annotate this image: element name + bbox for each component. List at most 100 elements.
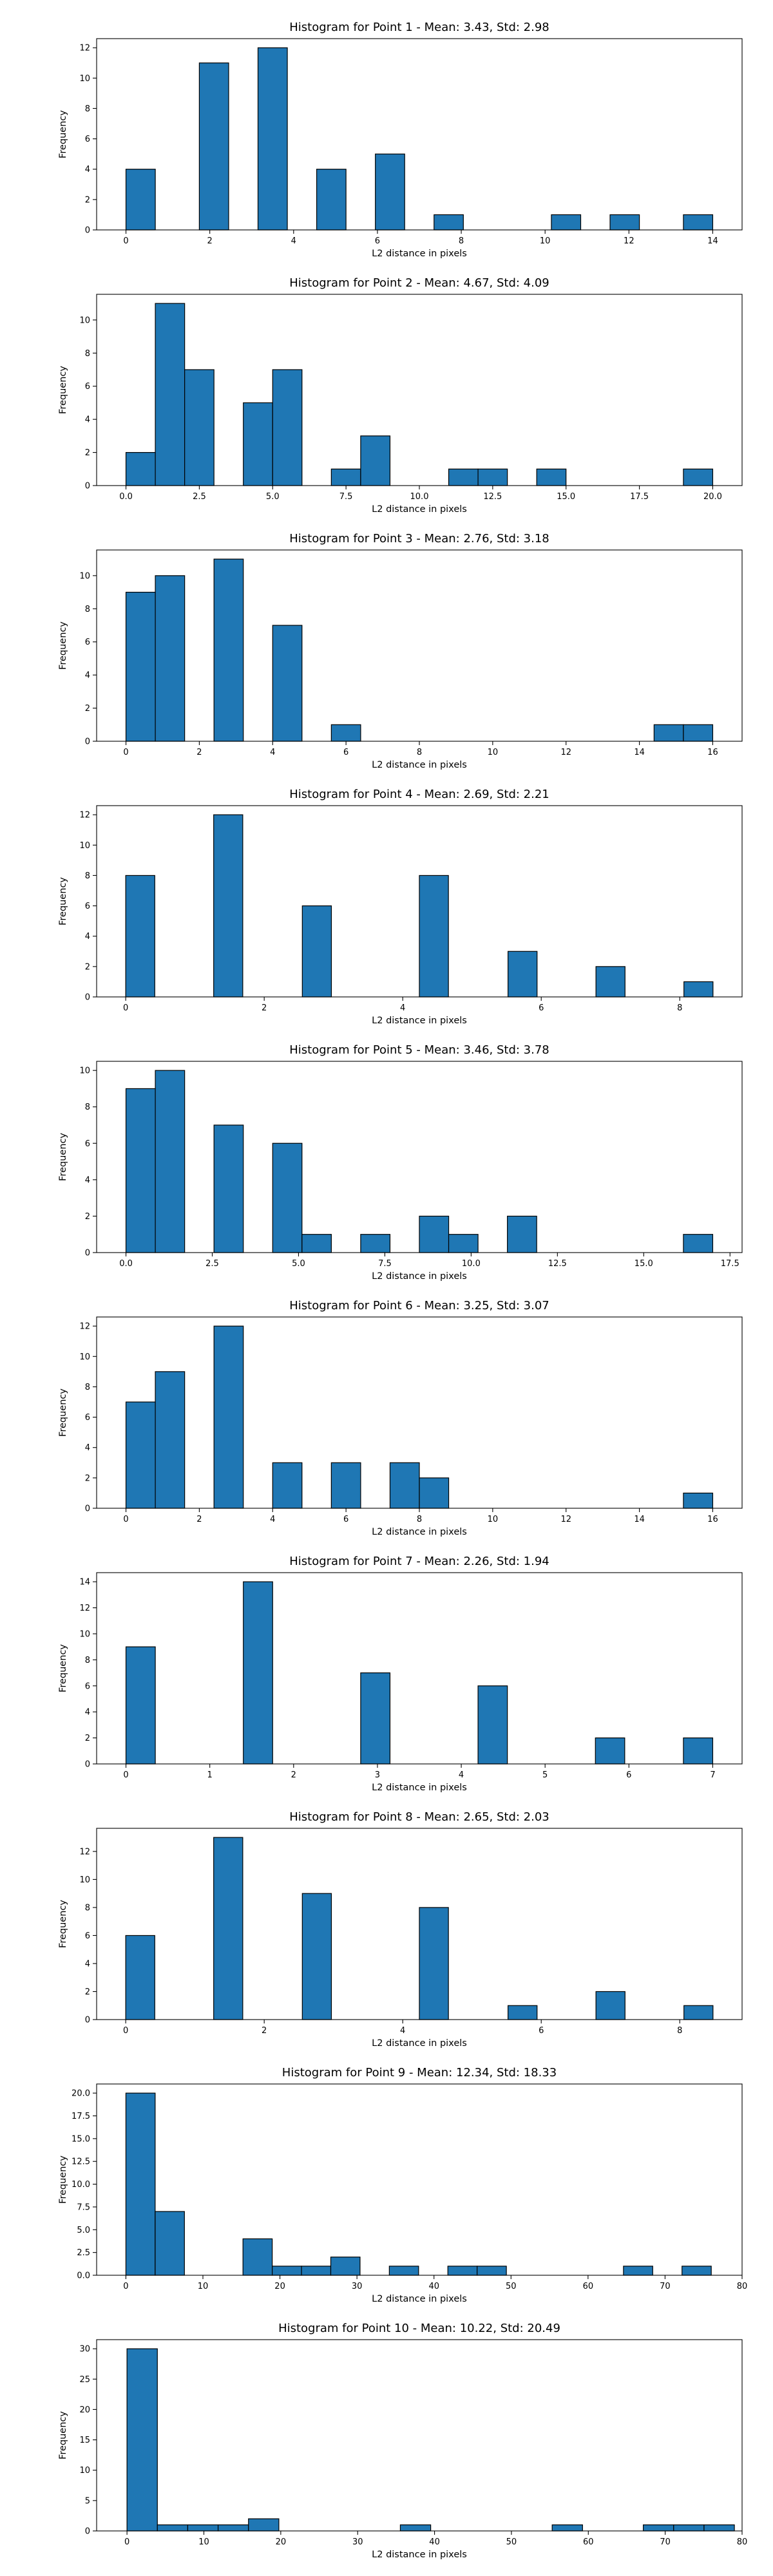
x-tick-label: 2.5 (193, 492, 206, 502)
y-axis-label: Frequency (58, 877, 68, 925)
histogram-bar (213, 814, 243, 998)
histogram-bar (653, 724, 684, 742)
plot-frame (96, 549, 743, 742)
histogram-bar (272, 1462, 303, 1509)
x-tick-label: 15.0 (557, 492, 575, 502)
histogram-bar (155, 575, 186, 742)
histogram-bar (419, 1477, 450, 1509)
x-tick-label: 20.0 (703, 492, 722, 502)
histogram-bar (683, 468, 714, 486)
y-tick-label: 0 (85, 2527, 90, 2537)
chart-title: Histogram for Point 9 - Mean: 12.34, Std… (282, 2066, 557, 2079)
histogram-bar (447, 2266, 478, 2276)
histogram-bar (683, 1737, 714, 1765)
y-tick-label: 4 (85, 932, 90, 942)
histogram-bar (217, 2524, 249, 2532)
histogram-bar (301, 1893, 332, 2020)
y-axis-label: Frequency (58, 1388, 68, 1437)
y-tick-label: 7.5 (77, 2202, 90, 2212)
histogram-bar (388, 2266, 419, 2276)
chart-title: Histogram for Point 4 - Mean: 2.69, Std:… (289, 788, 549, 801)
chart-title: Histogram for Point 3 - Mean: 2.76, Std:… (289, 532, 549, 545)
x-tick-label: 2 (262, 2026, 267, 2036)
x-tick-label: 3 (375, 1770, 380, 1780)
y-tick-label: 14 (79, 1578, 90, 1587)
y-tick-label: 4 (85, 1443, 90, 1453)
x-tick-label: 6 (626, 1770, 631, 1780)
plot-frame (96, 2083, 743, 2276)
x-axis-label: L2 distance in pixels (372, 1016, 467, 1026)
histogram-bar (609, 214, 640, 231)
x-axis-label: L2 distance in pixels (372, 1271, 467, 1282)
x-tick-label: 14 (707, 236, 718, 246)
histogram-bar (213, 558, 244, 742)
x-tick-label: 2 (291, 1770, 296, 1780)
histogram-bar (595, 1737, 625, 1765)
x-axis-label: L2 distance in pixels (372, 2294, 467, 2304)
histogram-bar (330, 468, 361, 486)
histogram-bar (330, 724, 361, 742)
histogram-panel-2: Histogram for Point 2 - Mean: 4.67, Std:… (58, 276, 743, 515)
y-axis-label: Frequency (58, 366, 68, 414)
histogram-bar (125, 1401, 156, 1509)
histogram-bar (125, 1088, 156, 1253)
x-tick-label: 12 (560, 1515, 571, 1524)
y-tick-label: 2 (85, 704, 90, 714)
x-tick-label: 80 (737, 2282, 748, 2291)
x-tick-label: 4 (459, 1770, 464, 1780)
histogram-bar (683, 2005, 714, 2020)
chart-title: Histogram for Point 10 - Mean: 10.22, St… (278, 2322, 560, 2335)
y-tick-label: 0.0 (77, 2271, 90, 2281)
histogram-bar (643, 2524, 674, 2532)
y-tick-label: 12 (79, 44, 90, 53)
histogram-bar (125, 2092, 156, 2276)
histogram-bar (623, 2266, 653, 2276)
histogram-bar (330, 1462, 361, 1509)
x-tick-label: 2.5 (205, 1259, 219, 1269)
x-tick-label: 12.5 (483, 492, 502, 502)
y-tick-label: 0 (85, 2016, 90, 2025)
plot-frame (96, 1828, 743, 2020)
x-tick-label: 80 (737, 2537, 748, 2547)
x-tick-label: 0 (124, 2537, 129, 2547)
y-tick-label: 6 (85, 638, 90, 647)
x-tick-label: 10 (488, 748, 499, 757)
histogram-bar (477, 2266, 507, 2276)
histogram-bar (272, 1142, 303, 1253)
y-tick-label: 15 (79, 2436, 90, 2445)
histogram-bar (507, 1215, 537, 1253)
histogram-bar (125, 875, 155, 998)
x-tick-label: 2 (196, 748, 202, 757)
histogram-bar (213, 1837, 243, 2020)
x-axis-label: L2 distance in pixels (372, 760, 467, 770)
y-tick-label: 2.5 (77, 2248, 90, 2258)
x-tick-label: 10.0 (410, 492, 429, 502)
histogram-panel-9: Histogram for Point 9 - Mean: 12.34, Std… (58, 2066, 747, 2304)
x-tick-label: 8 (417, 748, 422, 757)
histogram-bar (389, 1462, 420, 1509)
y-tick-label: 5 (85, 2496, 90, 2506)
y-tick-label: 2 (85, 1734, 90, 1743)
x-tick-label: 4 (291, 236, 296, 246)
y-tick-label: 4 (85, 165, 90, 175)
plot-frame (96, 38, 743, 231)
y-tick-label: 2 (85, 962, 90, 972)
x-tick-label: 7.5 (378, 1259, 392, 1269)
histogram-bar (508, 951, 538, 998)
x-axis-label: L2 distance in pixels (372, 1527, 467, 1537)
x-tick-label: 4 (270, 1515, 275, 1524)
x-tick-label: 8 (677, 2026, 682, 2036)
y-tick-label: 15.0 (72, 2134, 90, 2144)
x-tick-label: 6 (343, 748, 348, 757)
chart-title: Histogram for Point 2 - Mean: 4.67, Std:… (289, 276, 549, 290)
histogram-bar (360, 1672, 391, 1765)
y-tick-label: 0 (85, 993, 90, 1003)
x-tick-label: 6 (539, 1003, 544, 1013)
x-tick-label: 10 (198, 2282, 209, 2291)
histogram-bar (551, 2524, 583, 2532)
y-axis-label: Frequency (58, 2411, 68, 2459)
x-tick-label: 20 (276, 2537, 287, 2547)
histogram-bar (155, 1070, 186, 1253)
histogram-bar (683, 1492, 714, 1509)
y-tick-label: 12 (79, 1604, 90, 1613)
